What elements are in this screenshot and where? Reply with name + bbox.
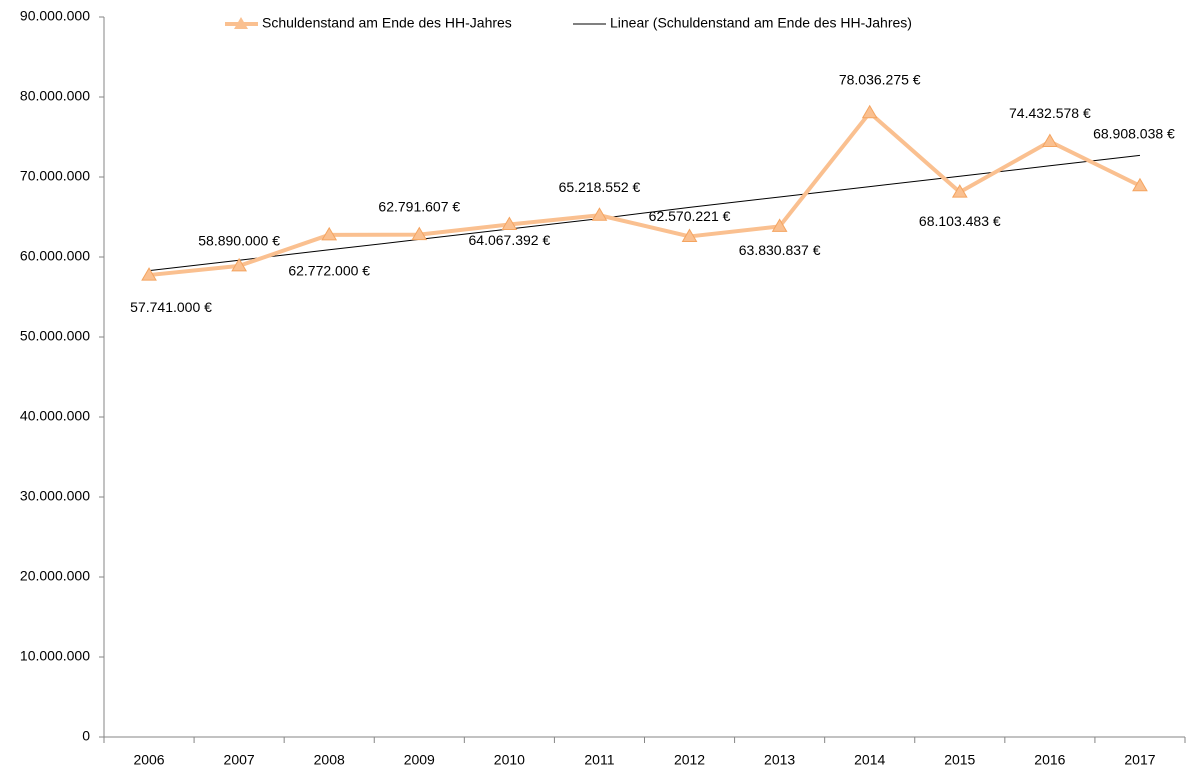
data-label: 63.830.837 € [739, 242, 821, 258]
data-label: 62.570.221 € [649, 208, 731, 224]
line [148, 110, 1141, 278]
y-tick-label: 50.000.000 [20, 328, 90, 344]
x-tick-label: 2009 [404, 752, 435, 768]
marker [231, 257, 247, 272]
x-tick-label: 2008 [314, 752, 345, 768]
marker [1132, 177, 1148, 192]
y-tick-label: 0 [82, 728, 90, 744]
marker [861, 104, 878, 119]
data-label: 62.791.607 € [378, 198, 460, 214]
marker [1042, 133, 1058, 148]
legend-label: Linear (Schuldenstand am Ende des HH-Jah… [610, 15, 912, 31]
data-label: 64.067.392 € [469, 232, 551, 248]
y-tick-label: 60.000.000 [20, 248, 90, 264]
x-tick-label: 2012 [674, 752, 705, 768]
trend-line [148, 154, 1141, 272]
y-tick-label: 90.000.000 [20, 8, 90, 24]
y-tick-label: 40.000.000 [20, 408, 90, 424]
x-tick-label: 2015 [944, 752, 975, 768]
y-tick-label: 30.000.000 [20, 488, 90, 504]
legend-marker [234, 17, 248, 29]
x-tick-label: 2006 [133, 752, 164, 768]
marker [771, 218, 788, 232]
data-label: 58.890.000 € [198, 233, 280, 249]
marker [591, 207, 608, 221]
y-tick-label: 80.000.000 [20, 88, 90, 104]
data-label: 78.036.275 € [839, 71, 921, 87]
data-label: 57.741.000 € [130, 299, 212, 315]
data-label: 74.432.578 € [1009, 105, 1091, 121]
x-tick-label: 2016 [1034, 752, 1065, 768]
marker [141, 267, 157, 281]
marker [951, 184, 968, 198]
x-tick-label: 2007 [224, 752, 255, 768]
x-tick-label: 2013 [764, 752, 795, 768]
y-tick-label: 10.000.000 [20, 648, 90, 664]
x-tick-label: 2017 [1124, 752, 1155, 768]
marker [681, 228, 698, 242]
data-label: 62.772.000 € [288, 263, 370, 279]
x-tick-label: 2010 [494, 752, 525, 768]
data-label: 68.103.483 € [919, 213, 1001, 229]
data-label: 65.218.552 € [559, 179, 641, 195]
x-tick-label: 2011 [584, 752, 614, 768]
marker [501, 216, 518, 230]
data-label: 68.908.038 € [1093, 125, 1175, 141]
marker [321, 226, 338, 241]
legend-label: Schuldenstand am Ende des HH-Jahres [262, 15, 512, 31]
y-tick-label: 20.000.000 [20, 568, 90, 584]
x-tick-label: 2014 [854, 752, 885, 768]
marker [411, 226, 428, 241]
y-tick-label: 70.000.000 [20, 168, 90, 184]
